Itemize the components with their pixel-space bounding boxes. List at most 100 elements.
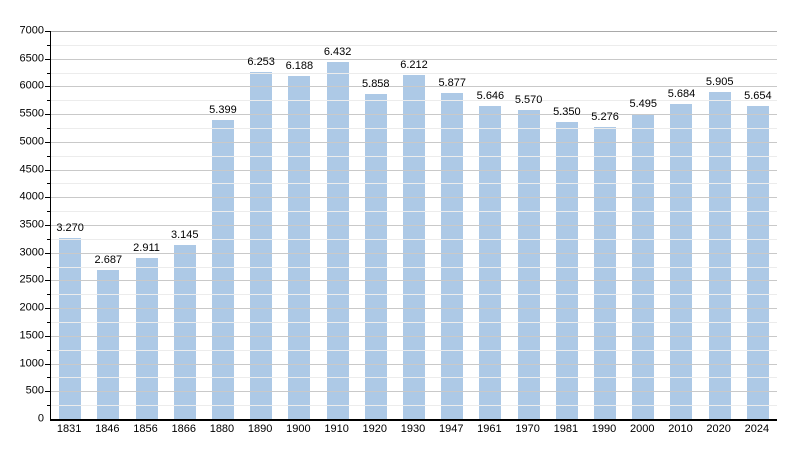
gridline bbox=[51, 72, 777, 74]
y-tick-label: 2500 bbox=[19, 273, 44, 286]
gridline bbox=[51, 141, 777, 143]
gridline bbox=[51, 114, 777, 116]
bar-value-label: 5.654 bbox=[744, 89, 772, 102]
bar-value-label: 5.877 bbox=[438, 77, 466, 90]
bar bbox=[59, 237, 82, 419]
y-axis-tick bbox=[47, 100, 50, 102]
bar bbox=[173, 244, 196, 419]
x-tick-label: 1866 bbox=[171, 423, 196, 435]
x-tick-label: 1856 bbox=[133, 423, 158, 435]
x-tick-label: 1930 bbox=[400, 423, 426, 435]
y-axis-tick bbox=[47, 294, 50, 296]
gridline bbox=[51, 211, 777, 213]
gridline bbox=[51, 363, 777, 365]
y-tick-label: 4000 bbox=[19, 190, 44, 203]
gridline bbox=[51, 197, 777, 199]
y-axis-tick bbox=[47, 322, 50, 323]
y-axis-tick bbox=[45, 335, 50, 337]
gridline bbox=[51, 58, 777, 60]
bar bbox=[326, 62, 349, 419]
bar-value-label: 5.495 bbox=[629, 98, 658, 111]
y-tick-label: 3000 bbox=[19, 246, 44, 259]
bar bbox=[708, 91, 731, 419]
y-axis-tick bbox=[45, 308, 50, 310]
y-tick-label: 500 bbox=[25, 384, 44, 397]
bar bbox=[250, 72, 273, 419]
bar-value-label: 5.858 bbox=[362, 78, 390, 91]
y-axis-tick bbox=[45, 58, 50, 60]
gridline bbox=[51, 391, 777, 393]
y-axis-tick bbox=[47, 44, 50, 46]
bar bbox=[97, 270, 120, 419]
gridline bbox=[51, 44, 777, 46]
bar-value-label: 2.911 bbox=[133, 241, 160, 254]
gridline bbox=[51, 405, 777, 407]
bar-value-label: 6.253 bbox=[247, 56, 275, 69]
bar-value-label: 3.270 bbox=[56, 221, 84, 234]
y-axis-tick bbox=[47, 377, 50, 379]
y-axis-tick bbox=[45, 31, 50, 32]
x-tick-label: 1970 bbox=[515, 423, 540, 435]
gridline bbox=[51, 31, 777, 32]
x-tick-label: 2020 bbox=[706, 423, 731, 435]
gridline bbox=[51, 377, 777, 379]
bar bbox=[403, 74, 425, 419]
bar bbox=[555, 122, 578, 419]
y-tick-label: 1500 bbox=[19, 329, 44, 342]
x-tick-label: 1947 bbox=[438, 423, 464, 435]
y-tick-label: 5500 bbox=[19, 107, 44, 120]
gridline bbox=[51, 335, 777, 337]
bar bbox=[135, 257, 158, 419]
y-tick-label: 7000 bbox=[19, 24, 44, 37]
y-axis-tick bbox=[45, 252, 50, 254]
gridline bbox=[51, 322, 777, 323]
bar bbox=[746, 105, 769, 419]
y-axis-tick bbox=[47, 128, 50, 129]
gridline bbox=[51, 225, 777, 226]
y-axis-tick bbox=[47, 266, 50, 268]
y-axis-tick bbox=[47, 349, 50, 351]
x-tick-label: 2024 bbox=[744, 423, 770, 435]
y-axis-tick bbox=[45, 86, 50, 88]
y-tick-label: 2000 bbox=[19, 301, 44, 314]
bar-value-label: 5.646 bbox=[476, 90, 505, 103]
y-tick-label: 4500 bbox=[19, 163, 44, 176]
bar-value-label: 3.145 bbox=[170, 228, 199, 241]
y-axis-tick bbox=[45, 391, 50, 393]
bar bbox=[441, 93, 464, 419]
x-tick-label: 2010 bbox=[668, 423, 693, 435]
x-tick-label: 1981 bbox=[553, 423, 579, 435]
y-axis-tick bbox=[47, 211, 50, 213]
gridline bbox=[51, 280, 777, 282]
gridline bbox=[51, 308, 777, 310]
y-axis-tick bbox=[47, 183, 50, 185]
gridline bbox=[51, 169, 777, 171]
bar-value-label: 5.350 bbox=[553, 106, 581, 119]
gridline bbox=[51, 128, 777, 129]
bar bbox=[364, 94, 387, 419]
y-tick-label: 5000 bbox=[19, 135, 44, 148]
bar bbox=[517, 110, 540, 419]
y-tick-label: 1000 bbox=[19, 357, 44, 370]
x-tick-label: 1880 bbox=[209, 423, 235, 435]
y-axis-tick bbox=[47, 238, 50, 240]
bar-value-label: 6.432 bbox=[323, 46, 352, 59]
bar-value-label: 5.905 bbox=[705, 75, 734, 88]
gridline bbox=[51, 86, 777, 88]
bar-value-label: 5.684 bbox=[667, 87, 696, 100]
gridline bbox=[51, 100, 777, 102]
gridline bbox=[51, 294, 777, 296]
y-axis-labels: 0 500 1000 1500 2000 2500 3000 3500 4000 4500 5000… bbox=[0, 25, 44, 424]
gridline bbox=[51, 155, 777, 157]
gridline bbox=[51, 349, 777, 351]
y-tick-label: 0 bbox=[37, 412, 44, 425]
bar bbox=[479, 106, 502, 419]
bar bbox=[594, 126, 617, 419]
gridline bbox=[51, 266, 777, 268]
y-axis-tick bbox=[45, 225, 50, 226]
x-tick-label: 1846 bbox=[95, 423, 120, 435]
y-axis-tick bbox=[45, 280, 50, 282]
x-tick-label: 1910 bbox=[324, 423, 349, 435]
y-tick-label: 3500 bbox=[19, 218, 44, 231]
